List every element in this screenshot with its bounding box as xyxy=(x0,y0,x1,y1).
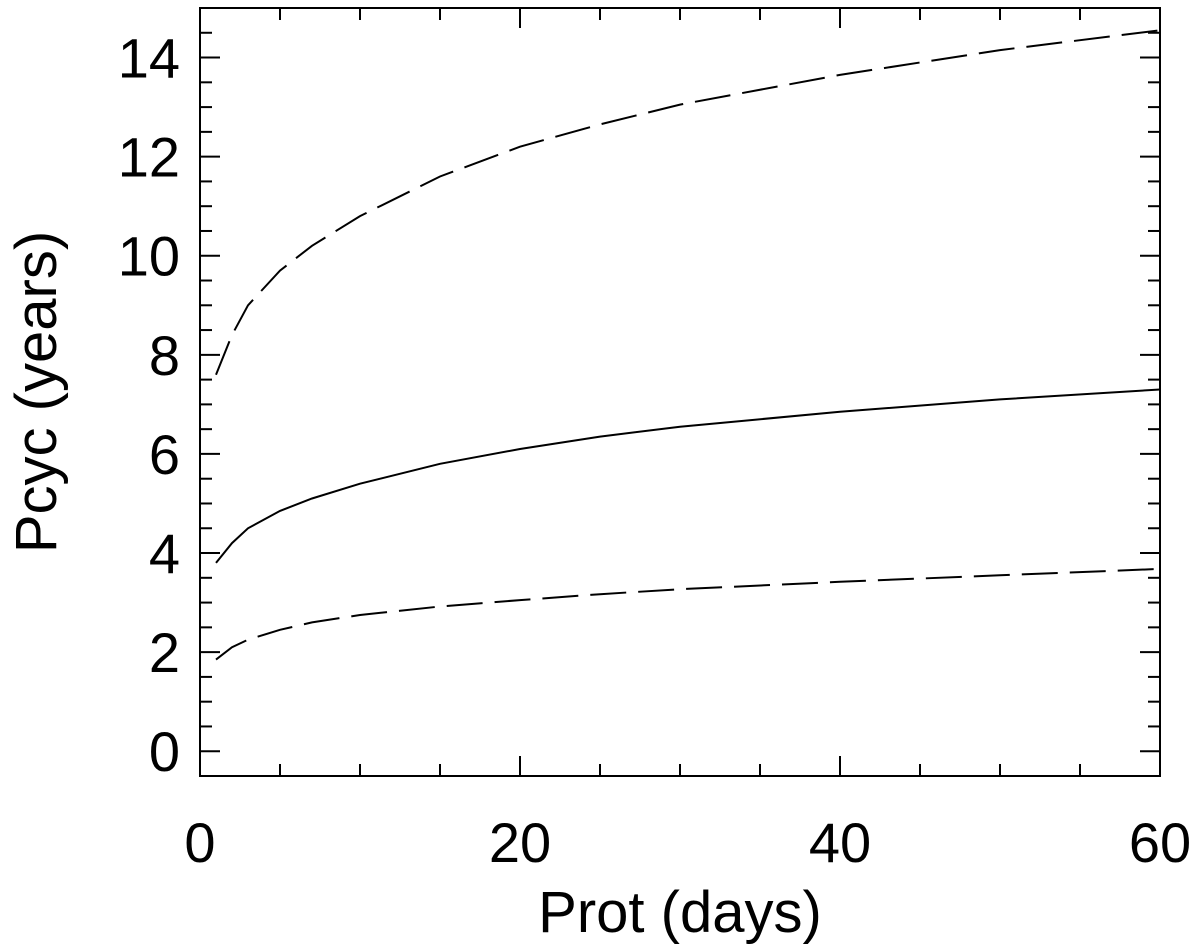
x-tick-label: 0 xyxy=(184,811,215,874)
solid-series-line-0 xyxy=(215,388,1161,564)
y-tick-label: 12 xyxy=(118,126,180,189)
plot-frame xyxy=(199,7,1161,777)
x-tick-label: 60 xyxy=(1129,811,1191,874)
y-tick-label: 2 xyxy=(149,621,180,684)
y-axis-title: Pcyc (years) xyxy=(4,231,69,553)
x-axis-title: Prot (days) xyxy=(538,880,822,945)
y-tick-label: 8 xyxy=(149,324,180,387)
y-tick-label: 10 xyxy=(118,225,180,288)
dashed-series-line-2 xyxy=(215,567,1161,661)
x-tick-label: 40 xyxy=(809,811,871,874)
y-tick-label: 6 xyxy=(149,423,180,486)
axis-ticks xyxy=(199,7,1161,776)
x-tick-label: 20 xyxy=(489,811,551,874)
dashed-series-line-1 xyxy=(215,29,1161,376)
y-tick-label: 0 xyxy=(149,720,180,783)
axis-tick-labels: 0 20 40 60 0 2 4 6 8 10 12 14 xyxy=(118,27,1191,874)
plot-series-group xyxy=(215,29,1161,661)
y-tick-label: 4 xyxy=(149,522,180,585)
y-tick-label: 14 xyxy=(118,27,180,90)
